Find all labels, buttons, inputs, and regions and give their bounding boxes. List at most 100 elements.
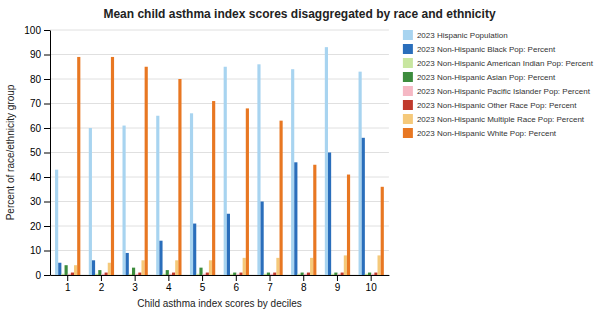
grid-line — [50, 54, 389, 55]
bar — [328, 153, 331, 276]
bar-series — [55, 47, 362, 275]
legend-swatch — [403, 100, 413, 110]
x-axis: 12345678910 — [51, 275, 390, 293]
bar — [243, 258, 246, 275]
bar — [163, 274, 166, 275]
bar — [257, 64, 260, 275]
tick-label: 1 — [65, 282, 71, 293]
bar — [344, 255, 347, 275]
tick-mark — [270, 275, 271, 281]
legend-item: 2023 Non-Hispanic American Indian Pop: P… — [403, 58, 594, 68]
bar — [68, 274, 71, 275]
bar — [280, 121, 283, 275]
legend-swatch — [403, 114, 413, 124]
tick-label: 0 — [35, 270, 41, 281]
bar — [374, 273, 377, 275]
tick-mark — [44, 177, 50, 178]
bar — [92, 260, 95, 275]
bar — [98, 270, 101, 275]
bar — [77, 57, 80, 275]
bar-series — [58, 138, 365, 275]
legend-item: 2023 Non-Hispanic White Pop: Percent — [403, 128, 557, 138]
bar — [239, 273, 242, 275]
legend-item: 2023 Hispanic Population — [403, 30, 508, 40]
tick-label: 2 — [99, 282, 105, 293]
bar — [61, 274, 64, 275]
tick-mark — [101, 275, 102, 281]
bar — [276, 258, 279, 275]
tick-mark — [44, 251, 50, 252]
bar — [196, 274, 199, 275]
legend-item: 2023 Non-Hispanic Multiple Race Pop: Per… — [403, 114, 585, 124]
bar — [297, 274, 300, 275]
bar — [368, 273, 371, 275]
bar — [273, 273, 276, 275]
bar-series — [77, 57, 384, 275]
grid-line — [50, 79, 389, 80]
tick-label: 3 — [132, 282, 138, 293]
tick-label: 20 — [30, 221, 42, 232]
bar — [129, 274, 132, 275]
bar — [190, 113, 193, 275]
grid-line — [50, 201, 389, 202]
bar — [203, 274, 206, 275]
bar — [362, 138, 365, 275]
tick-label: 50 — [30, 147, 42, 158]
legend-item: 2023 Non-Hispanic Other Race Pop: Percen… — [403, 100, 577, 110]
legend-item: 2023 Non-Hispanic Pacific Islander Pop: … — [403, 86, 591, 96]
bar — [111, 57, 114, 275]
bar — [138, 273, 141, 275]
tick-label: 60 — [30, 123, 42, 134]
tick-mark — [44, 202, 50, 203]
tick-label: 6 — [234, 282, 240, 293]
x-tick: 7 — [267, 275, 273, 293]
y-tick: 60 — [30, 123, 50, 134]
grid-line — [50, 177, 389, 178]
bar — [58, 263, 61, 275]
tick-mark — [44, 128, 50, 129]
y-tick: 70 — [30, 98, 50, 109]
x-tick: 8 — [301, 275, 307, 293]
y-axis-title: Percent of race/ethnicity group — [5, 84, 16, 220]
legend-label: 2023 Non-Hispanic American Indian Pop: P… — [417, 59, 594, 68]
bar — [301, 273, 304, 275]
y-tick: 20 — [30, 221, 50, 232]
tick-mark — [168, 275, 169, 281]
tick-label: 5 — [200, 282, 206, 293]
bar — [264, 274, 267, 275]
bar — [371, 274, 374, 275]
y-tick: 90 — [30, 49, 50, 60]
tick-mark — [44, 226, 50, 227]
bar — [141, 260, 144, 275]
legend-swatch — [403, 30, 413, 40]
x-axis-title: Child asthma index scores by deciles — [137, 298, 302, 309]
legend-label: 2023 Non-Hispanic Black Pop: Percent — [417, 45, 556, 54]
legend-swatch — [403, 58, 413, 68]
y-tick: 10 — [30, 245, 50, 256]
x-tick: 5 — [200, 275, 206, 293]
x-tick: 10 — [366, 275, 378, 293]
bar — [230, 274, 233, 275]
tick-mark — [44, 79, 50, 80]
x-tick: 1 — [65, 275, 71, 293]
tick-label: 9 — [335, 282, 341, 293]
tick-label: 30 — [30, 196, 42, 207]
bar — [55, 170, 58, 275]
bar — [126, 253, 129, 275]
bar — [89, 128, 92, 275]
bar — [175, 260, 178, 275]
tick-label: 10 — [366, 282, 378, 293]
tick-label: 100 — [24, 25, 41, 36]
bar — [233, 273, 236, 275]
legend-swatch — [403, 128, 413, 138]
legend-swatch — [403, 44, 413, 54]
axis-line — [50, 31, 51, 276]
y-tick: 100 — [24, 25, 50, 36]
tick-label: 10 — [30, 245, 42, 256]
tick-mark — [44, 153, 50, 154]
x-tick: 2 — [99, 275, 105, 293]
tick-mark — [337, 275, 338, 281]
grid-line — [50, 152, 389, 153]
y-axis: 0102030405060708090100 — [24, 25, 50, 281]
tick-label: 8 — [301, 282, 307, 293]
